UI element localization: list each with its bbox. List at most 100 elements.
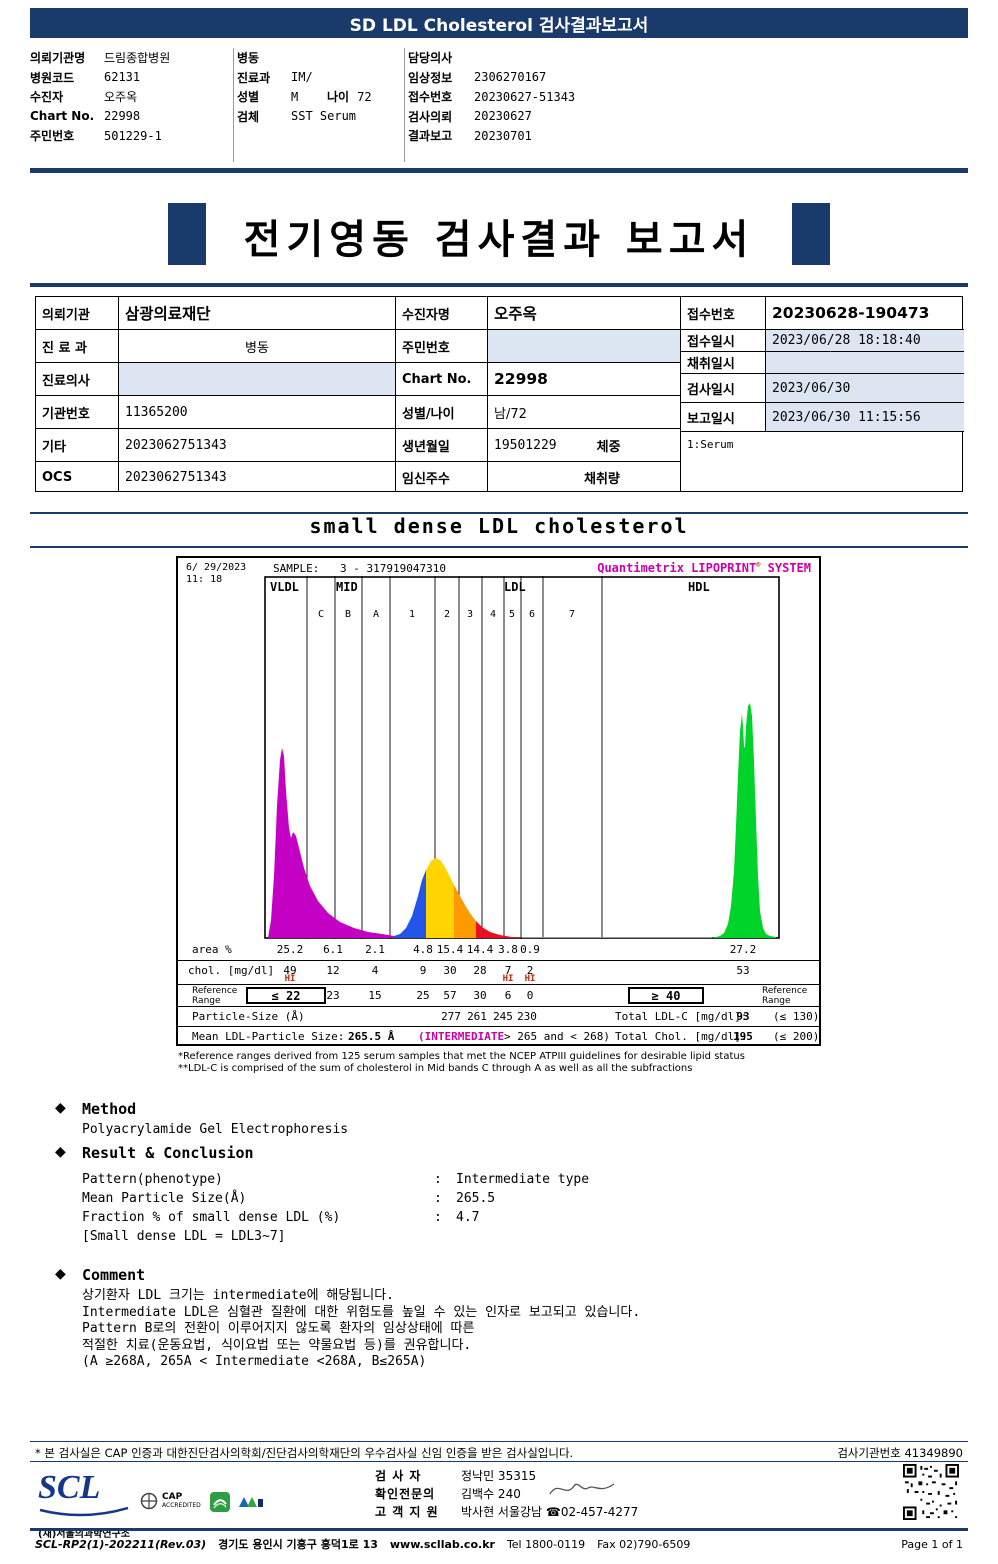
row-label: Particle-Size (Å) <box>192 1010 305 1023</box>
field-label: 결과보고 <box>408 129 453 144</box>
staff-row: 검 사 자 정낙민 35315 <box>375 1466 705 1484</box>
cell-text: 1:Serum <box>687 438 734 451</box>
cap-accredited-logo: CAP ACCREDITED <box>140 1492 201 1510</box>
field-value: IM/ <box>291 70 313 85</box>
subband-label: 2 <box>444 609 450 620</box>
cell-text: 오주옥 <box>494 305 537 323</box>
mean-value: 265.5 Å <box>348 1030 395 1043</box>
subband-label: 6 <box>529 609 535 620</box>
chart-datetime: 6/ 29/2023 11: 18 <box>186 562 246 586</box>
staff-value: 김백수 240 <box>461 1486 521 1501</box>
info-row: 의뢰기관명 드림종합병원 <box>30 48 228 68</box>
cell-text: 진료의사 <box>42 373 90 389</box>
field-value: 드림종합병원 <box>104 51 171 66</box>
label-cell: 접수번호 <box>681 297 766 330</box>
hdl-peak <box>712 703 776 938</box>
label-line: Reference <box>192 986 238 996</box>
ref-value: 23 <box>326 989 340 1002</box>
band-label-ldl: LDL <box>504 580 526 594</box>
info-row: 주민번호 501229-1 <box>30 126 228 146</box>
info-row: 검체 SST Serum <box>237 107 399 127</box>
chart-time: 11: 18 <box>186 574 223 585</box>
subband-label: B <box>345 609 351 620</box>
field-label: 임상정보 <box>408 70 453 85</box>
bottom-info-line: SCL-RP2(1)-202211(Rev.03) 경기도 용인시 기흥구 흥덕… <box>35 1536 963 1552</box>
mean-size-row: Mean LDL-Particle Size: 265.5 Å (INTERME… <box>178 1026 819 1047</box>
area-value: 14.4 <box>466 943 494 956</box>
cell-text: 2023/06/28 18:18:40 <box>772 333 921 348</box>
subband-label: 5 <box>509 609 515 620</box>
chol-value: 9 <box>419 964 427 977</box>
bottom-bar <box>30 1528 968 1531</box>
colon: : <box>434 1210 442 1225</box>
area-value: 27.2 <box>729 943 757 956</box>
chart-footnote-1: *Reference ranges derived from 125 serum… <box>178 1051 745 1062</box>
value-cell: 오주옥 <box>488 297 681 330</box>
result-value: 265.5 <box>456 1191 496 1206</box>
value-cell: 삼광의료재단 <box>119 297 396 330</box>
cap-circle-icon <box>140 1492 158 1510</box>
info-row: 담당의사 <box>408 48 708 68</box>
reference-high-box: ≥ 40 <box>628 987 704 1004</box>
particle-value: 230 <box>517 1010 537 1023</box>
result-label: Fraction % of small dense LDL (%) <box>82 1210 341 1225</box>
ref-value: 15 <box>368 989 382 1002</box>
chol-value: 30 <box>443 964 457 977</box>
field-value: 오주옥 <box>104 90 138 105</box>
chol-value: 4 <box>371 964 379 977</box>
section-rule <box>30 512 968 514</box>
info-row: 수진자 오주옥 <box>30 87 228 107</box>
comment-line: 적절한 치료(운동요법, 식이요법 또는 약물요법 등)를 권유합니다. <box>82 1337 472 1353</box>
doc-code: SCL-RP2(1)-202211(Rev.03) <box>35 1538 207 1551</box>
result-note: [Small dense LDL = LDL3~7] <box>82 1227 782 1246</box>
staff-label: 검 사 자 <box>375 1468 422 1483</box>
info-row: 성별 M 나이 72 <box>237 87 399 107</box>
result-row: Pattern(phenotype): Intermediate type <box>82 1170 782 1189</box>
lab-number-value: 41349890 <box>904 1446 963 1460</box>
total-chol-value: 195 <box>733 1030 753 1043</box>
value-cell: 2023/06/30 11:15:56 <box>766 403 964 432</box>
label-line: Reference <box>762 986 808 996</box>
reference-low-box: ≤ 22 <box>246 987 326 1004</box>
field-label: 수진자 <box>30 90 64 105</box>
divider <box>233 48 234 162</box>
cell-text: 채취일시 <box>687 357 735 372</box>
result-value: 4.7 <box>456 1210 480 1225</box>
sample-value: 3 - 317919047310 <box>339 562 446 575</box>
chol-value: 12 <box>326 964 340 977</box>
label-line: Range <box>192 996 221 1006</box>
total-ldl-ref: (≤ 130) <box>773 1010 820 1023</box>
report-title: SD LDL Cholesterol 검사결과보고서 <box>349 15 649 36</box>
label-line: Range <box>762 996 791 1006</box>
note-text: [Small dense LDL = LDL3~7] <box>82 1229 286 1244</box>
cell-text: 2023062751343 <box>125 469 227 485</box>
label-cell: 성별/나이 <box>396 396 488 429</box>
cell-text: 임신주수 <box>402 471 450 487</box>
value-cell: 병동 <box>119 330 396 363</box>
cell-text: 2023062751343 <box>125 437 227 453</box>
chart-footnote-2: **LDL-C is comprised of the sum of chole… <box>178 1063 693 1074</box>
label-cell: 기타 <box>36 429 119 462</box>
cell-extra-label: 체중 <box>596 439 621 455</box>
brand-suffix: SYSTEM <box>767 561 811 575</box>
brand-text: Quantimetrix LIPOPRINT® SYSTEM <box>597 561 811 575</box>
band-label-mid: MID <box>336 580 358 594</box>
accreditation-text: * 본 검사실은 CAP 인증과 대한진단검사의학회/진단검사의학재단의 우수검… <box>35 1446 574 1460</box>
area-value: 6.1 <box>323 943 343 956</box>
info-row: Chart No. 22998 <box>30 107 228 127</box>
field-label: 성별 <box>237 90 260 105</box>
patient-info-block: 의뢰기관명 드림종합병원 병원코드 62131 수진자 오주옥 Chart No. 22… <box>30 44 968 166</box>
cell-text: 2023/06/30 <box>772 380 851 396</box>
value-cell: 2023/06/30 <box>766 374 964 403</box>
ldl2-peak <box>426 858 454 938</box>
cell-text: 주민번호 <box>402 340 450 356</box>
staff-value: 박사현 서울강남 ☎02-457-4277 <box>461 1504 639 1519</box>
scl-logo-text: SCL <box>38 1469 101 1506</box>
mean-label: Mean LDL-Particle Size: <box>192 1030 345 1043</box>
chol-value: 53 <box>736 964 750 977</box>
field-label: 검사의뢰 <box>408 109 453 124</box>
section-rule <box>30 546 968 548</box>
label-cell: 검사일시 <box>681 374 766 403</box>
comment-body: 상기환자 LDL 크기는 intermediate에 해당됩니다. Interm… <box>82 1288 942 1371</box>
